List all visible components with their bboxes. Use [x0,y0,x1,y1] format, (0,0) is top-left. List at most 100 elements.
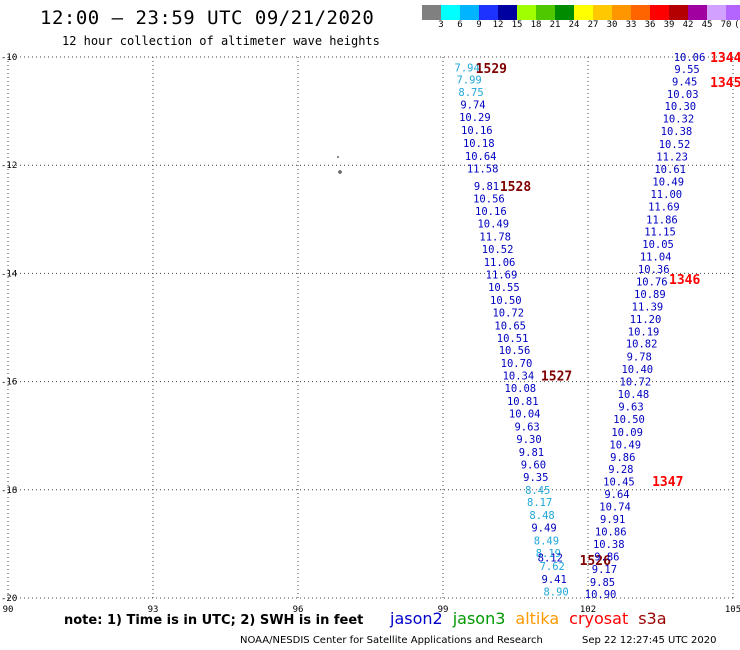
color-scale-label: 18 [530,20,542,30]
page-subtitle: 12 hour collection of altimeter wave hei… [62,34,380,48]
x-tick-label: 96 [293,605,304,615]
swh-value: 8.12 [538,552,563,564]
swh-value: 10.52 [659,139,691,151]
swh-value: 7.62 [540,561,565,573]
swh-value: 10.36 [638,264,670,276]
y-tick-label: -10 [1,53,17,63]
swh-value: 9.17 [592,564,617,576]
swh-value: 8.49 [534,536,559,548]
swh-value: 8.19 [536,548,561,560]
swh-value: 10.72 [492,307,524,319]
color-swatch [707,5,726,20]
swh-value: 9.63 [514,422,539,434]
color-swatch [441,5,460,20]
color-swatch [517,5,536,20]
swh-value: 8.90 [543,587,568,599]
swh-value: 9.86 [610,452,635,464]
swh-value: 11.20 [630,314,662,326]
legend-s3a: s3a [638,609,667,628]
swh-value: 10.16 [475,206,507,218]
swh-value: 10.05 [642,239,674,251]
credit-text: NOAA/NESDIS Center for Satellite Applica… [240,635,543,646]
swh-value: 11.04 [640,252,672,264]
swh-value: 9.55 [674,64,699,76]
color-swatch [479,5,498,20]
swh-value: 10.48 [618,389,650,401]
swh-value: 7.99 [456,75,481,87]
swh-value: 10.82 [626,339,658,351]
swh-value: 10.52 [482,244,514,256]
y-tick-label: -14 [1,269,17,279]
swh-value: 10.49 [477,219,509,231]
swh-value: 11.06 [484,257,516,269]
legend-altika: altika [515,609,560,628]
swh-value: 11.78 [479,232,511,244]
x-tick-label: 90 [3,605,14,615]
swh-value: 10.08 [505,383,537,395]
swh-value: 10.61 [654,164,686,176]
swh-value: 9.85 [590,577,615,589]
swh-value: 9.74 [460,100,485,112]
swh-value: 10.89 [634,289,666,301]
color-swatch [650,5,669,20]
color-swatch [460,5,479,20]
swh-value: 7.94 [455,62,480,74]
y-tick-label: -12 [1,161,17,171]
swh-value: 10.38 [661,126,693,138]
swh-value: 10.56 [499,345,531,357]
y-tick-label: -20 [1,594,17,604]
color-swatch [498,5,517,20]
color-scale-label: 3 [438,20,444,30]
y-tick-label: -18 [1,486,17,496]
swh-value: 10.86 [595,526,627,538]
color-swatch [536,5,555,20]
color-scale-label: 27 [587,20,599,30]
color-swatch [555,5,574,20]
swh-value: 10.19 [628,326,660,338]
legend-jason3: jason3 [452,609,506,628]
satellite-legend: jason2 jason3 altika cryosat s3a [390,609,677,628]
pass-number-label: 1346 [669,273,700,288]
color-scale-label: 42 [682,20,694,30]
pass-number-label: 1528 [500,180,531,195]
swh-value: 10.72 [620,377,652,389]
swh-value: 10.50 [613,414,645,426]
swh-value: 10.49 [609,439,641,451]
swh-value: 10.70 [501,358,533,370]
color-swatch [631,5,650,20]
swh-value: 10.34 [503,371,535,383]
pass-number-label: 1527 [541,370,572,385]
swh-value: 9.49 [531,523,556,535]
swh-value: 10.09 [611,427,643,439]
swh-value: 10.32 [663,114,695,126]
swh-value: 10.30 [665,101,697,113]
color-scale-label: 24 [568,20,580,30]
swh-value: 11.69 [486,269,518,281]
color-swatch [422,5,441,20]
island-mark [338,170,342,174]
swh-value: 8.48 [529,510,554,522]
color-scale-label: 45 [701,20,713,30]
swh-value: 9.28 [608,464,633,476]
swh-value: 9.63 [618,401,643,413]
pass-number-label: 1347 [652,475,683,490]
swh-value: 10.50 [490,295,522,307]
swh-value: 9.45 [672,76,697,88]
swh-value: 10.51 [497,333,529,345]
x-tick-label: 99 [438,605,449,615]
color-scale-label: 9 [476,20,482,30]
color-scale-bar [422,5,740,20]
swh-value: 9.81 [519,447,544,459]
color-scale-label: (ft) [734,20,740,30]
swh-value: 10.49 [652,176,684,188]
swh-value: 10.65 [494,320,526,332]
color-scale-label: 21 [549,20,561,30]
swh-value: 11.86 [646,214,678,226]
legend-jason2: jason2 [390,609,443,628]
swh-value: 9.41 [542,574,567,586]
color-scale-label: 15 [511,20,523,30]
swh-value: 10.76 [636,277,668,289]
note-text: note: 1) Time is in UTC; 2) SWH is in fe… [64,613,364,628]
swh-value: 9.81 [474,181,499,193]
